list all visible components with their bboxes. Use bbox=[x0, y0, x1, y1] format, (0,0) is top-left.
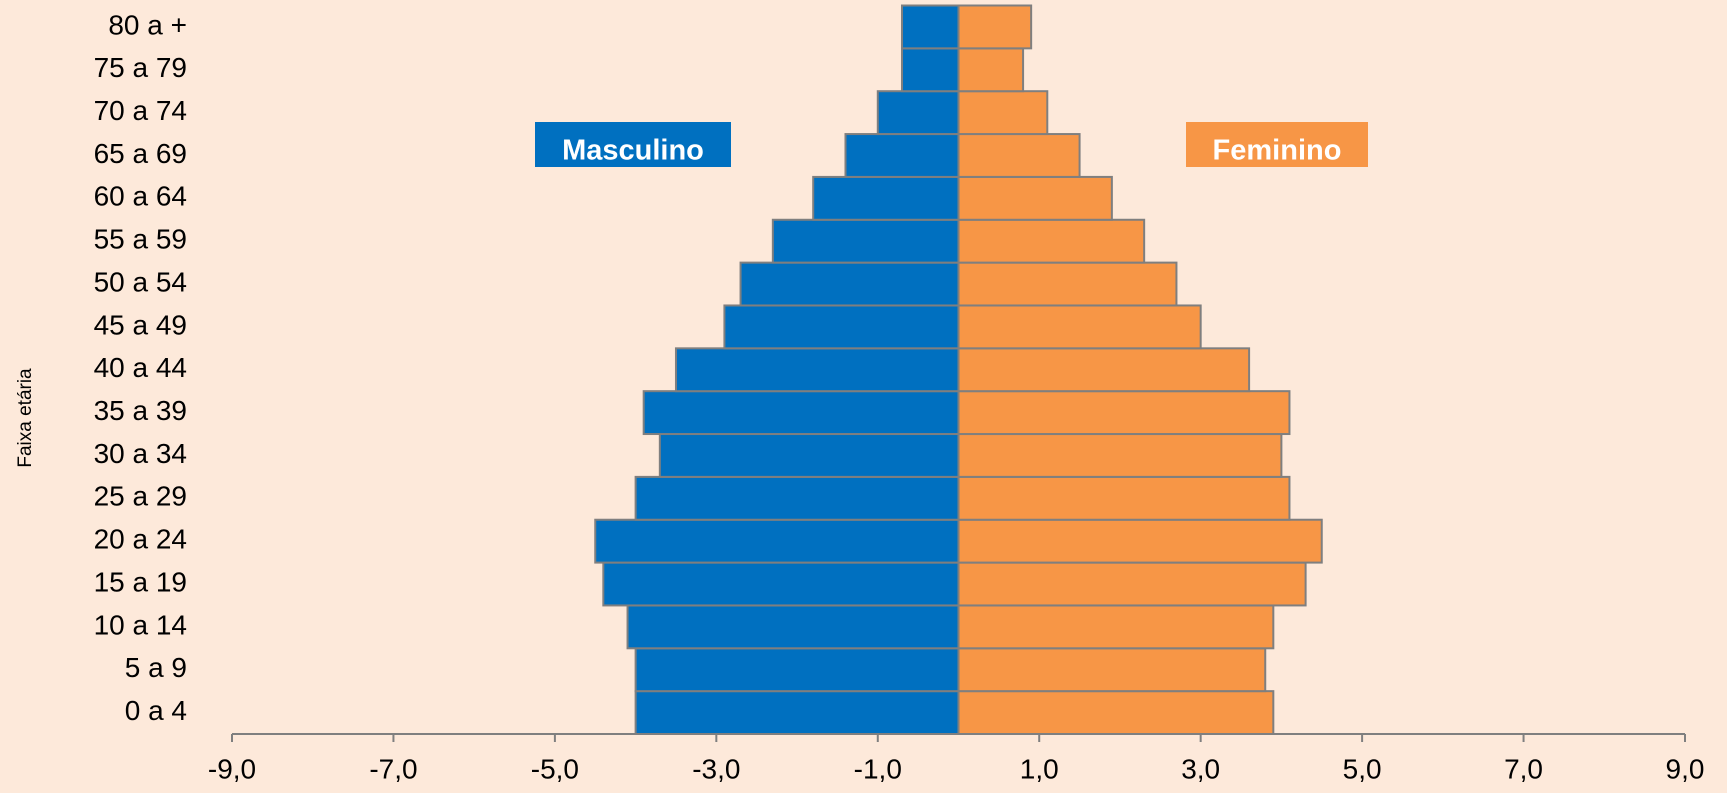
y-tick-label: 50 a 54 bbox=[94, 266, 187, 297]
y-tick-label: 65 a 69 bbox=[94, 138, 187, 169]
bar bbox=[957, 433, 1283, 478]
bar bbox=[812, 175, 960, 221]
bar bbox=[957, 4, 1033, 50]
y-tick-label: 60 a 64 bbox=[94, 181, 187, 212]
bar bbox=[957, 261, 1178, 307]
y-tick-label: 15 a 19 bbox=[94, 566, 187, 597]
x-tick-label: 7,0 bbox=[1504, 753, 1543, 784]
y-tick-label: 20 a 24 bbox=[94, 524, 187, 555]
legend-box bbox=[535, 122, 731, 167]
y-tick-label: 80 a + bbox=[108, 9, 187, 40]
bar bbox=[634, 647, 960, 693]
bar bbox=[957, 47, 1025, 93]
bar bbox=[634, 690, 960, 735]
y-tick-label: 70 a 74 bbox=[94, 95, 187, 126]
y-tick-label: 75 a 79 bbox=[94, 52, 187, 83]
bar bbox=[957, 218, 1146, 264]
y-tick-label: 35 a 39 bbox=[94, 395, 187, 426]
y-tick-label: 45 a 49 bbox=[94, 309, 187, 340]
bar bbox=[594, 518, 960, 564]
x-tick-label: -3,0 bbox=[692, 753, 740, 784]
y-tick-label: 40 a 44 bbox=[94, 352, 187, 383]
x-tick-label: 1,0 bbox=[1020, 753, 1059, 784]
bar bbox=[957, 518, 1323, 564]
bar bbox=[957, 133, 1081, 178]
bar bbox=[723, 304, 960, 350]
bar bbox=[602, 561, 960, 607]
bar bbox=[957, 690, 1275, 735]
bar bbox=[674, 347, 960, 393]
bar bbox=[634, 475, 960, 521]
bar bbox=[658, 433, 960, 478]
y-tick-label: 30 a 34 bbox=[94, 438, 187, 469]
bar bbox=[957, 604, 1275, 650]
bar bbox=[957, 390, 1291, 436]
bar bbox=[642, 390, 960, 436]
x-tick-label: -9,0 bbox=[208, 753, 256, 784]
x-tick-label: 3,0 bbox=[1181, 753, 1220, 784]
bar bbox=[900, 4, 960, 50]
y-tick-label: 25 a 29 bbox=[94, 481, 187, 512]
bar bbox=[771, 218, 960, 264]
bar bbox=[957, 647, 1267, 693]
bar bbox=[739, 261, 960, 307]
y-tick-label: 55 a 59 bbox=[94, 224, 187, 255]
bar bbox=[900, 47, 960, 93]
bar bbox=[876, 90, 960, 136]
bar bbox=[957, 347, 1251, 393]
y-axis-title: Faixa etária bbox=[15, 368, 36, 468]
x-tick-label: -1,0 bbox=[854, 753, 902, 784]
bar bbox=[626, 604, 960, 650]
legend-box bbox=[1186, 122, 1368, 167]
bar bbox=[957, 475, 1291, 521]
x-tick-label: -7,0 bbox=[369, 753, 417, 784]
bar bbox=[844, 133, 960, 178]
x-tick-label: 9,0 bbox=[1666, 753, 1705, 784]
y-tick-label: 10 a 14 bbox=[94, 609, 187, 640]
legend-label: Masculino bbox=[562, 135, 704, 167]
bar bbox=[957, 90, 1049, 136]
bar bbox=[957, 175, 1113, 221]
legend-label: Feminino bbox=[1213, 135, 1342, 167]
bar bbox=[957, 561, 1307, 607]
x-tick-label: -5,0 bbox=[531, 753, 579, 784]
y-tick-label: 5 a 9 bbox=[125, 652, 187, 683]
y-tick-label: 0 a 4 bbox=[125, 695, 187, 726]
bar bbox=[957, 304, 1202, 350]
x-tick-label: 5,0 bbox=[1343, 753, 1382, 784]
